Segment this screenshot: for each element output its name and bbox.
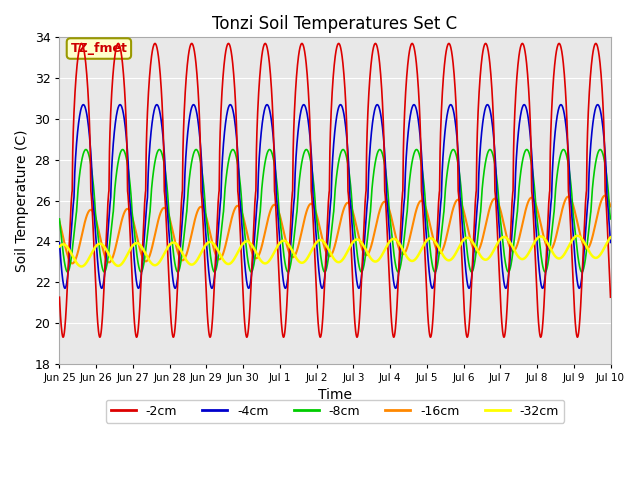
Line: -8cm: -8cm <box>60 150 611 272</box>
-4cm <box>340 114 348 120</box>
Y-axis label: Soil Temperature (C): Soil Temperature (C) <box>15 129 29 272</box>
-2cm <box>398 196 406 202</box>
-2cm <box>607 294 614 300</box>
-8cm <box>64 269 72 275</box>
-8cm <box>56 216 63 222</box>
-4cm <box>398 226 406 231</box>
Text: TZ_fmet: TZ_fmet <box>70 42 127 55</box>
-4cm <box>499 271 507 276</box>
-8cm <box>341 148 349 154</box>
-4cm <box>56 240 63 245</box>
-32cm <box>398 245 406 251</box>
-16cm <box>68 261 76 266</box>
-2cm <box>159 110 166 116</box>
-2cm <box>206 334 214 340</box>
Line: -2cm: -2cm <box>60 44 611 337</box>
-8cm <box>398 253 406 259</box>
Title: Tonzi Soil Temperatures Set C: Tonzi Soil Temperatures Set C <box>212 15 458 33</box>
-8cm <box>82 147 90 153</box>
-4cm <box>355 285 363 291</box>
-16cm <box>159 206 166 212</box>
-4cm <box>607 240 614 245</box>
Line: -16cm: -16cm <box>60 195 611 264</box>
-8cm <box>206 251 214 257</box>
-8cm <box>159 153 166 158</box>
-32cm <box>499 234 506 240</box>
-16cm <box>398 251 406 257</box>
-2cm <box>499 330 507 336</box>
-2cm <box>583 164 591 169</box>
-32cm <box>56 244 63 250</box>
-16cm <box>340 204 348 210</box>
-16cm <box>56 219 63 225</box>
-2cm <box>341 82 349 88</box>
-2cm <box>56 294 63 300</box>
-32cm <box>607 234 614 240</box>
-32cm <box>77 264 85 269</box>
X-axis label: Time: Time <box>318 388 352 402</box>
-4cm <box>79 102 87 108</box>
-16cm <box>206 230 214 236</box>
-16cm <box>602 192 609 198</box>
-16cm <box>607 204 614 209</box>
-2cm <box>77 41 85 47</box>
-2cm <box>59 334 67 340</box>
-32cm <box>573 233 581 239</box>
-4cm <box>159 126 166 132</box>
-32cm <box>159 254 166 260</box>
-32cm <box>583 244 591 250</box>
-16cm <box>499 216 506 222</box>
-4cm <box>583 212 591 217</box>
-8cm <box>607 216 614 222</box>
Line: -32cm: -32cm <box>60 236 611 266</box>
-4cm <box>206 279 214 285</box>
-8cm <box>499 240 507 246</box>
-16cm <box>582 246 590 252</box>
Line: -4cm: -4cm <box>60 105 611 288</box>
-32cm <box>340 254 348 260</box>
Legend: -2cm, -4cm, -8cm, -16cm, -32cm: -2cm, -4cm, -8cm, -16cm, -32cm <box>106 400 564 423</box>
-32cm <box>206 239 214 245</box>
-8cm <box>583 245 591 251</box>
